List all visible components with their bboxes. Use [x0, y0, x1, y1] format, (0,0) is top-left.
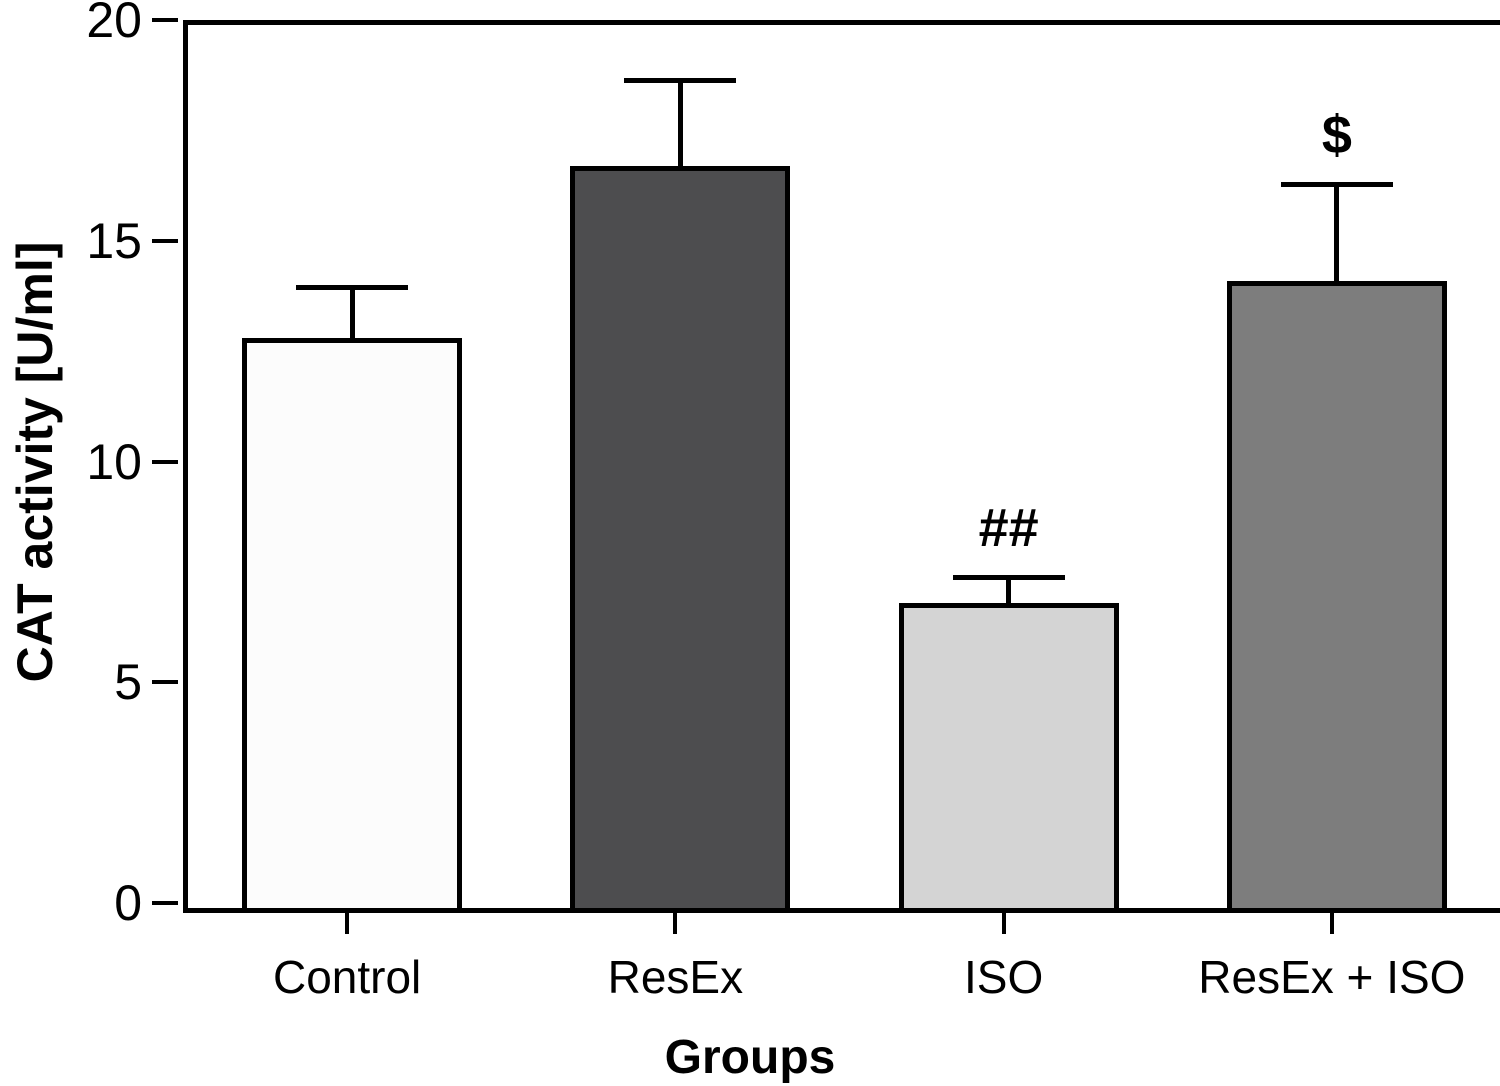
bar-iso — [898, 603, 1119, 908]
x-axis-title: Groups — [664, 1031, 836, 1084]
y-tick-label: 10 — [86, 433, 142, 490]
x-tick-label-control: Control — [272, 951, 422, 1003]
error-bar-cap-resex-iso — [1280, 181, 1393, 187]
error-bar-stem-control — [349, 285, 355, 339]
plot-area: ## $ — [183, 20, 1500, 913]
x-tick-label-resex: ResEx — [607, 951, 744, 1003]
error-bar-stem-iso — [1006, 574, 1012, 604]
significance-marker-iso: ## — [978, 497, 1039, 558]
x-tick-mark — [345, 908, 350, 934]
bar-control — [242, 338, 463, 908]
error-bar-stem-resex — [677, 77, 683, 167]
y-tick-mark — [152, 901, 178, 905]
y-tick-mark — [152, 680, 178, 685]
y-tick-mark — [152, 238, 178, 243]
y-tick-mark — [152, 18, 178, 22]
y-tick-mark — [152, 459, 178, 464]
y-tick-label: 15 — [86, 212, 142, 269]
significance-marker-resex-iso: $ — [1321, 104, 1352, 165]
y-tick-label: 20 — [86, 0, 142, 48]
error-bar-stem-resex-iso — [1334, 181, 1340, 282]
x-tick-label-resex-iso: ResEx + ISO — [1198, 951, 1466, 1003]
bar-resex — [570, 166, 791, 908]
y-tick-label: 0 — [114, 875, 142, 931]
y-tick-label: 5 — [114, 654, 142, 711]
error-bar-cap-control — [296, 285, 409, 291]
x-tick-mark — [673, 908, 678, 934]
x-tick-mark — [1329, 908, 1334, 934]
error-bar-cap-iso — [952, 574, 1065, 580]
x-tick-label-iso: ISO — [964, 951, 1044, 1003]
x-tick-mark — [1001, 908, 1006, 934]
bar-resex-iso — [1226, 281, 1447, 908]
error-bar-cap-resex — [624, 77, 737, 83]
